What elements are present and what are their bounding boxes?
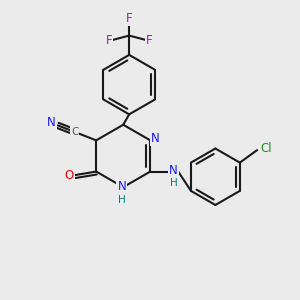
Text: F: F bbox=[106, 34, 112, 47]
Text: C: C bbox=[71, 127, 79, 137]
Text: H: H bbox=[118, 195, 126, 205]
Text: N: N bbox=[117, 180, 126, 193]
Text: H: H bbox=[169, 178, 177, 188]
Text: N: N bbox=[169, 164, 178, 178]
Text: N: N bbox=[47, 116, 56, 130]
Text: N: N bbox=[151, 132, 160, 146]
Text: F: F bbox=[126, 12, 133, 25]
Text: F: F bbox=[146, 34, 153, 47]
Text: O: O bbox=[65, 169, 74, 182]
Text: Cl: Cl bbox=[260, 142, 272, 154]
